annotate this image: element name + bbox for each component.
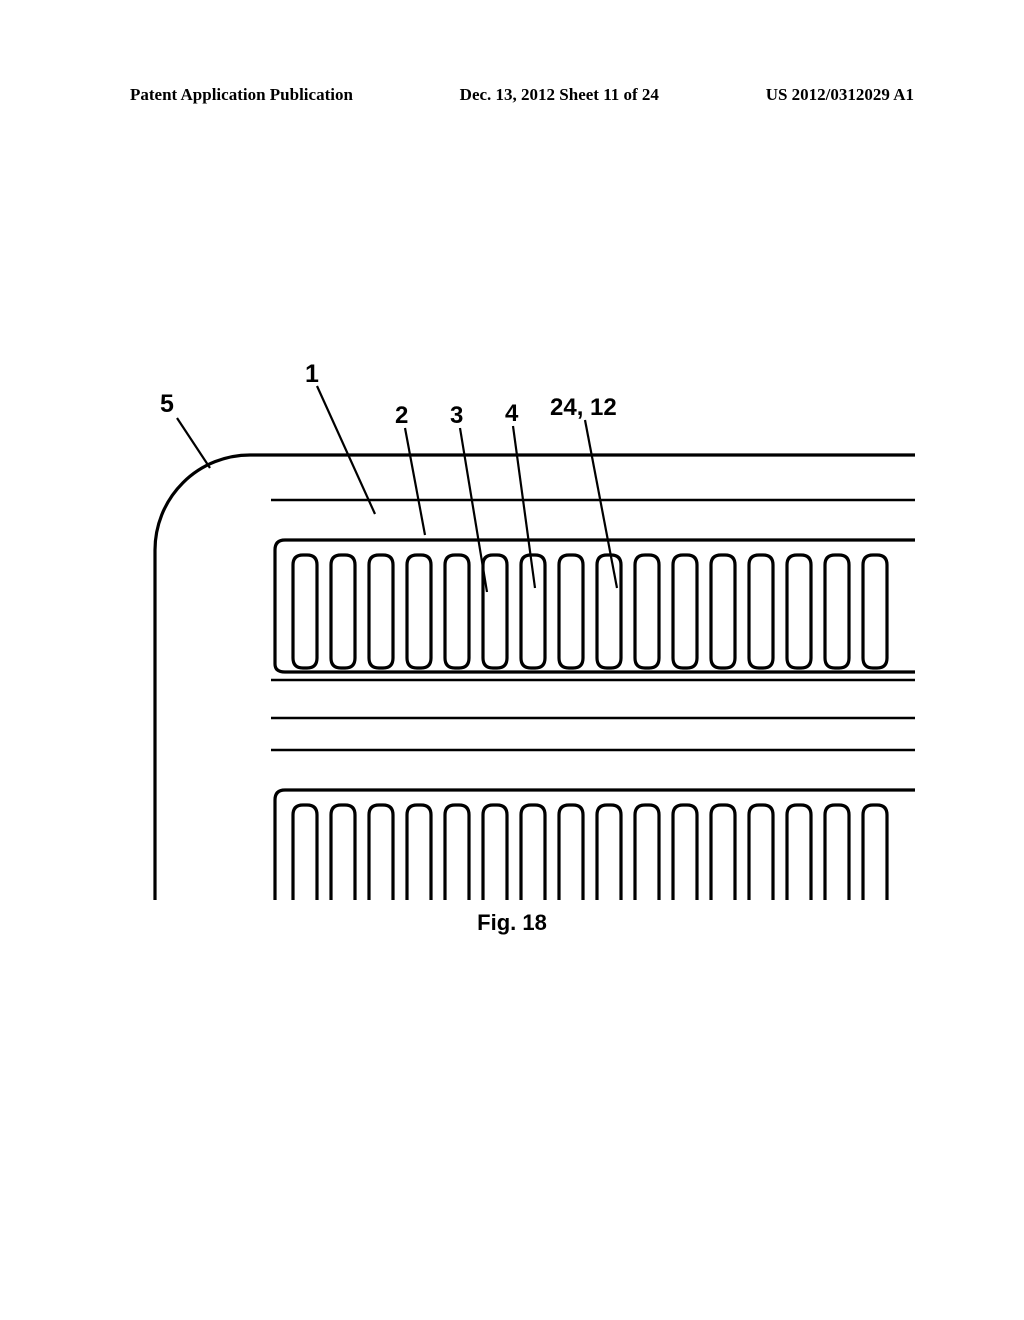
header-center: Dec. 13, 2012 Sheet 11 of 24	[460, 85, 659, 105]
ref-5: 5	[160, 390, 174, 419]
ref-2: 2	[395, 402, 408, 430]
figure-18: 5 1 2 3 4 24, 12	[115, 360, 915, 900]
header-right: US 2012/0312029 A1	[766, 85, 914, 105]
figure-drawing	[115, 360, 915, 900]
ref-24: 24, 12	[550, 394, 617, 422]
ref-3: 3	[450, 402, 463, 430]
ref-1: 1	[305, 360, 319, 389]
header-left: Patent Application Publication	[130, 85, 353, 105]
figure-label: Fig. 18	[0, 910, 1024, 936]
ref-4: 4	[505, 400, 518, 428]
page-header: Patent Application Publication Dec. 13, …	[0, 85, 1024, 105]
